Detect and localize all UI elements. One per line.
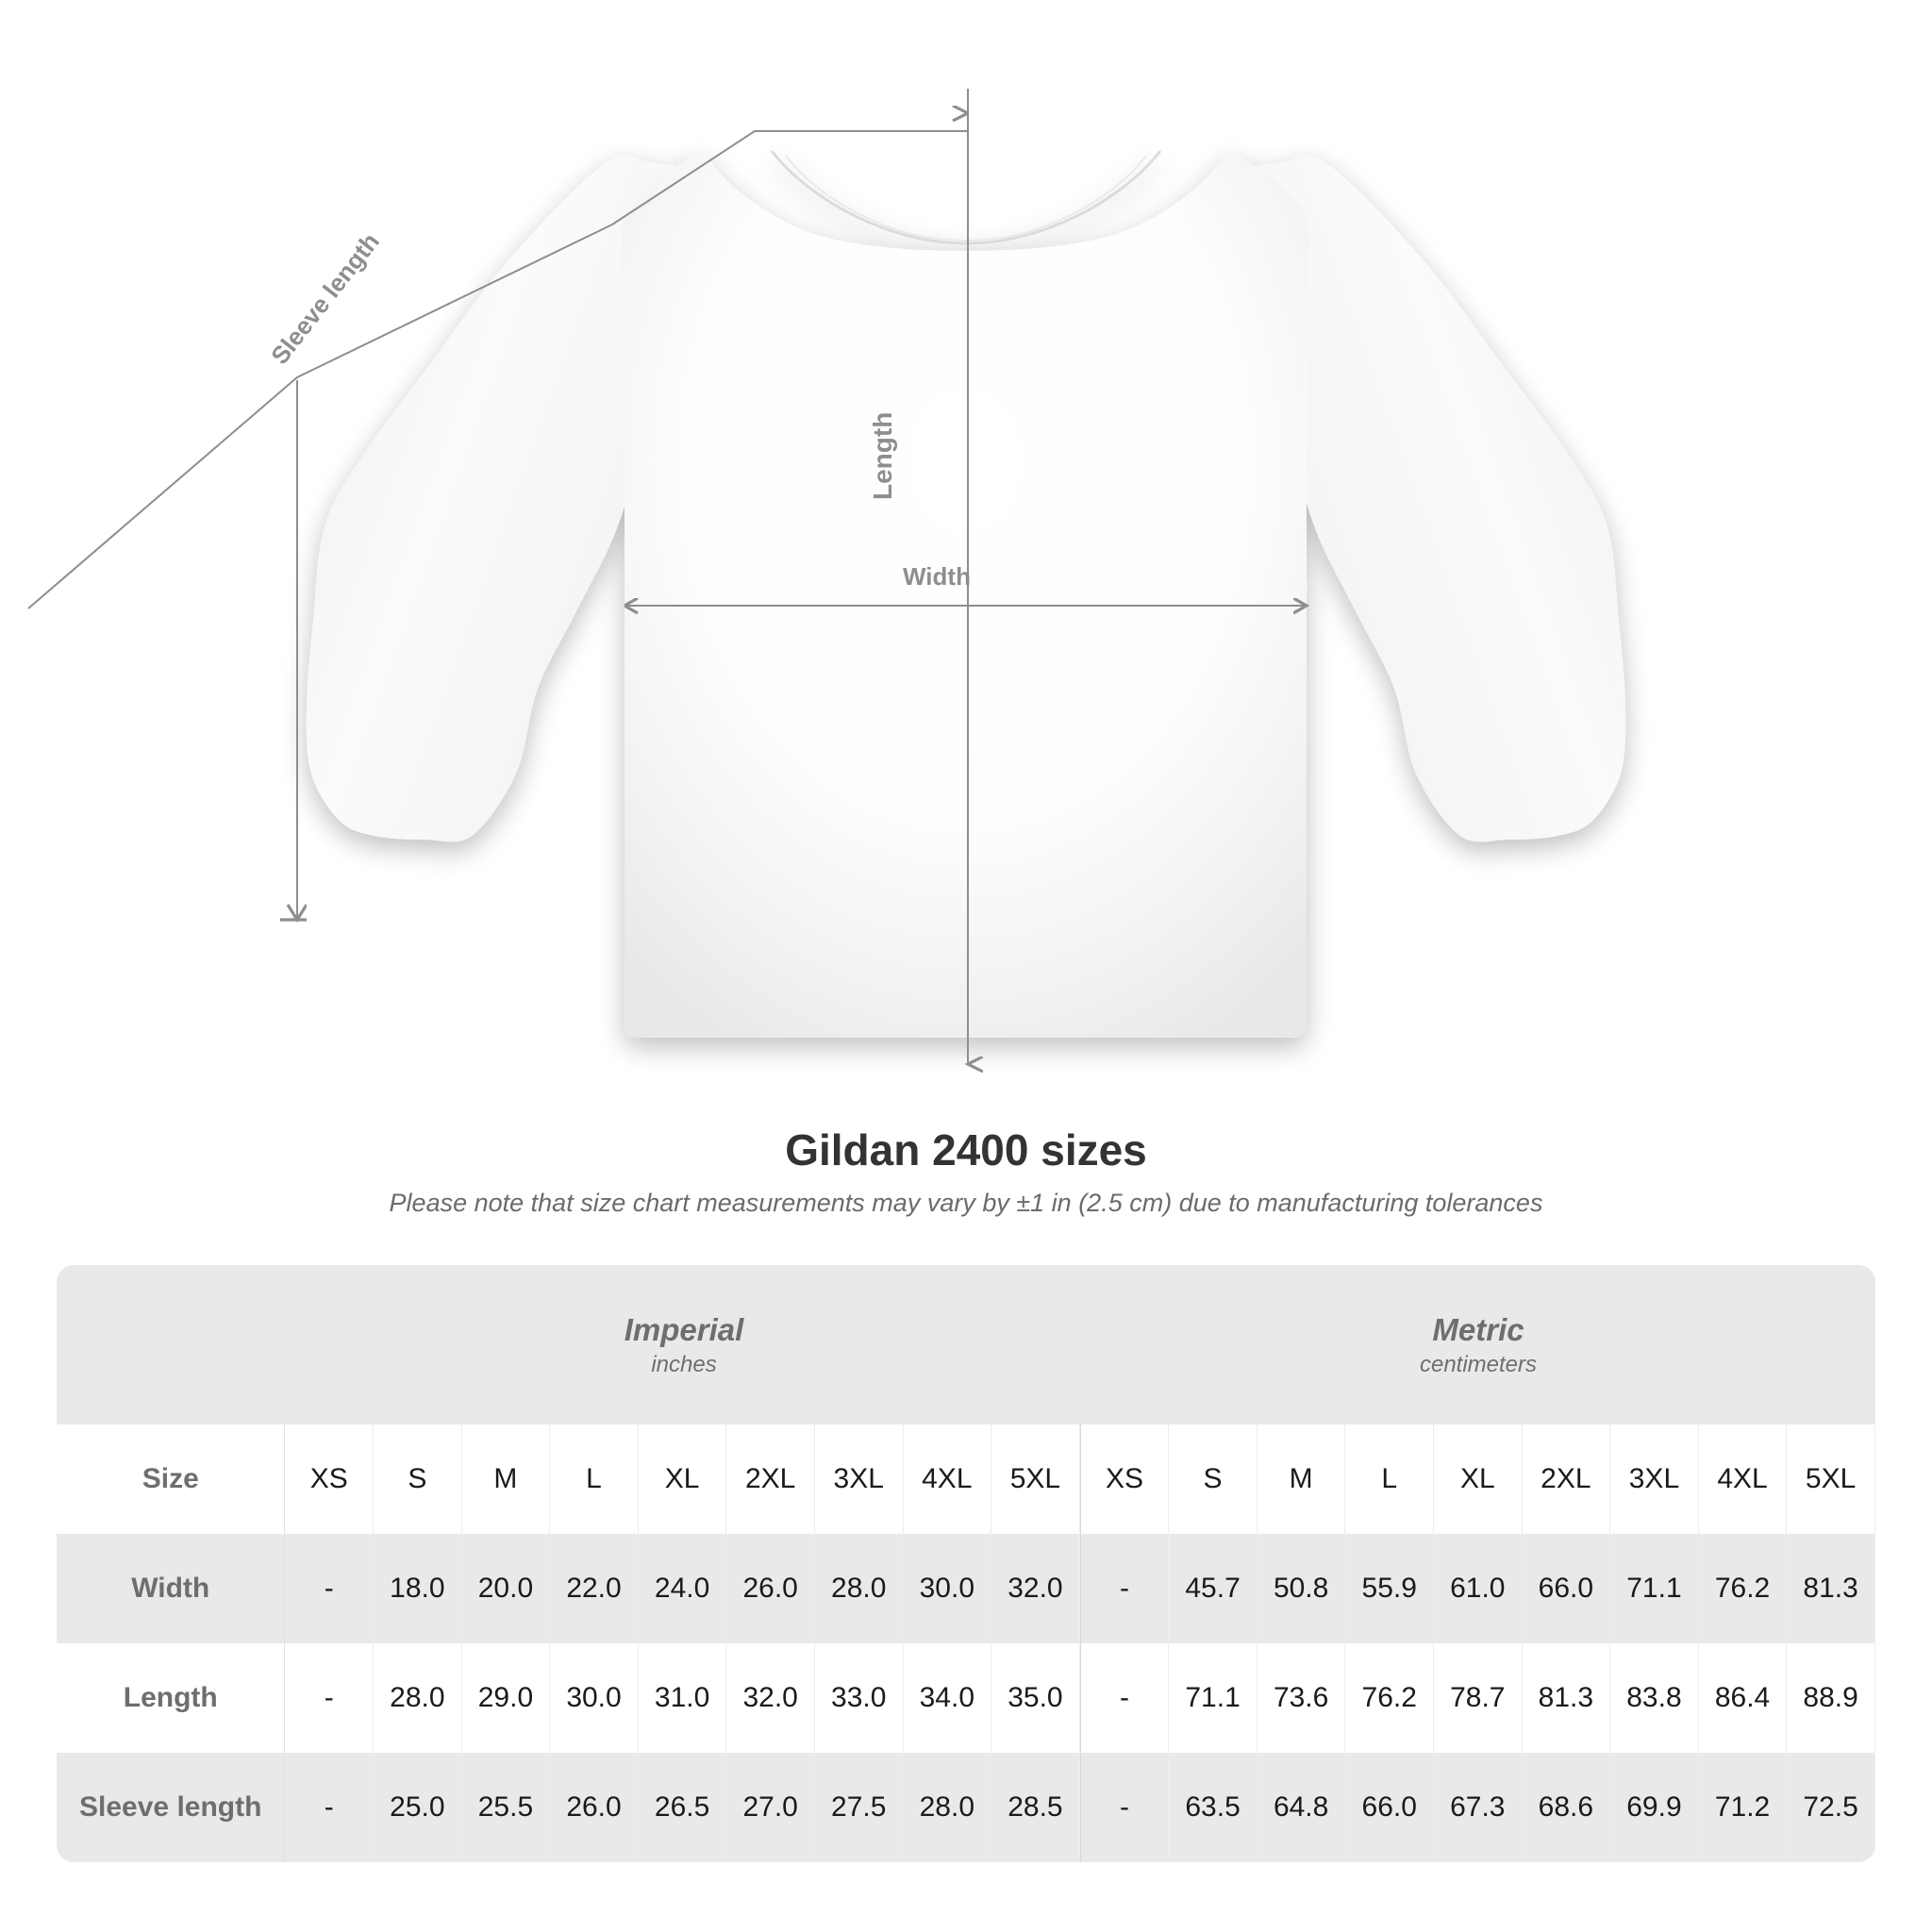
svg-text:Sleeve length: Sleeve length xyxy=(265,227,385,370)
svg-text:Length: Length xyxy=(868,412,897,500)
svg-text:Width: Width xyxy=(903,562,971,591)
